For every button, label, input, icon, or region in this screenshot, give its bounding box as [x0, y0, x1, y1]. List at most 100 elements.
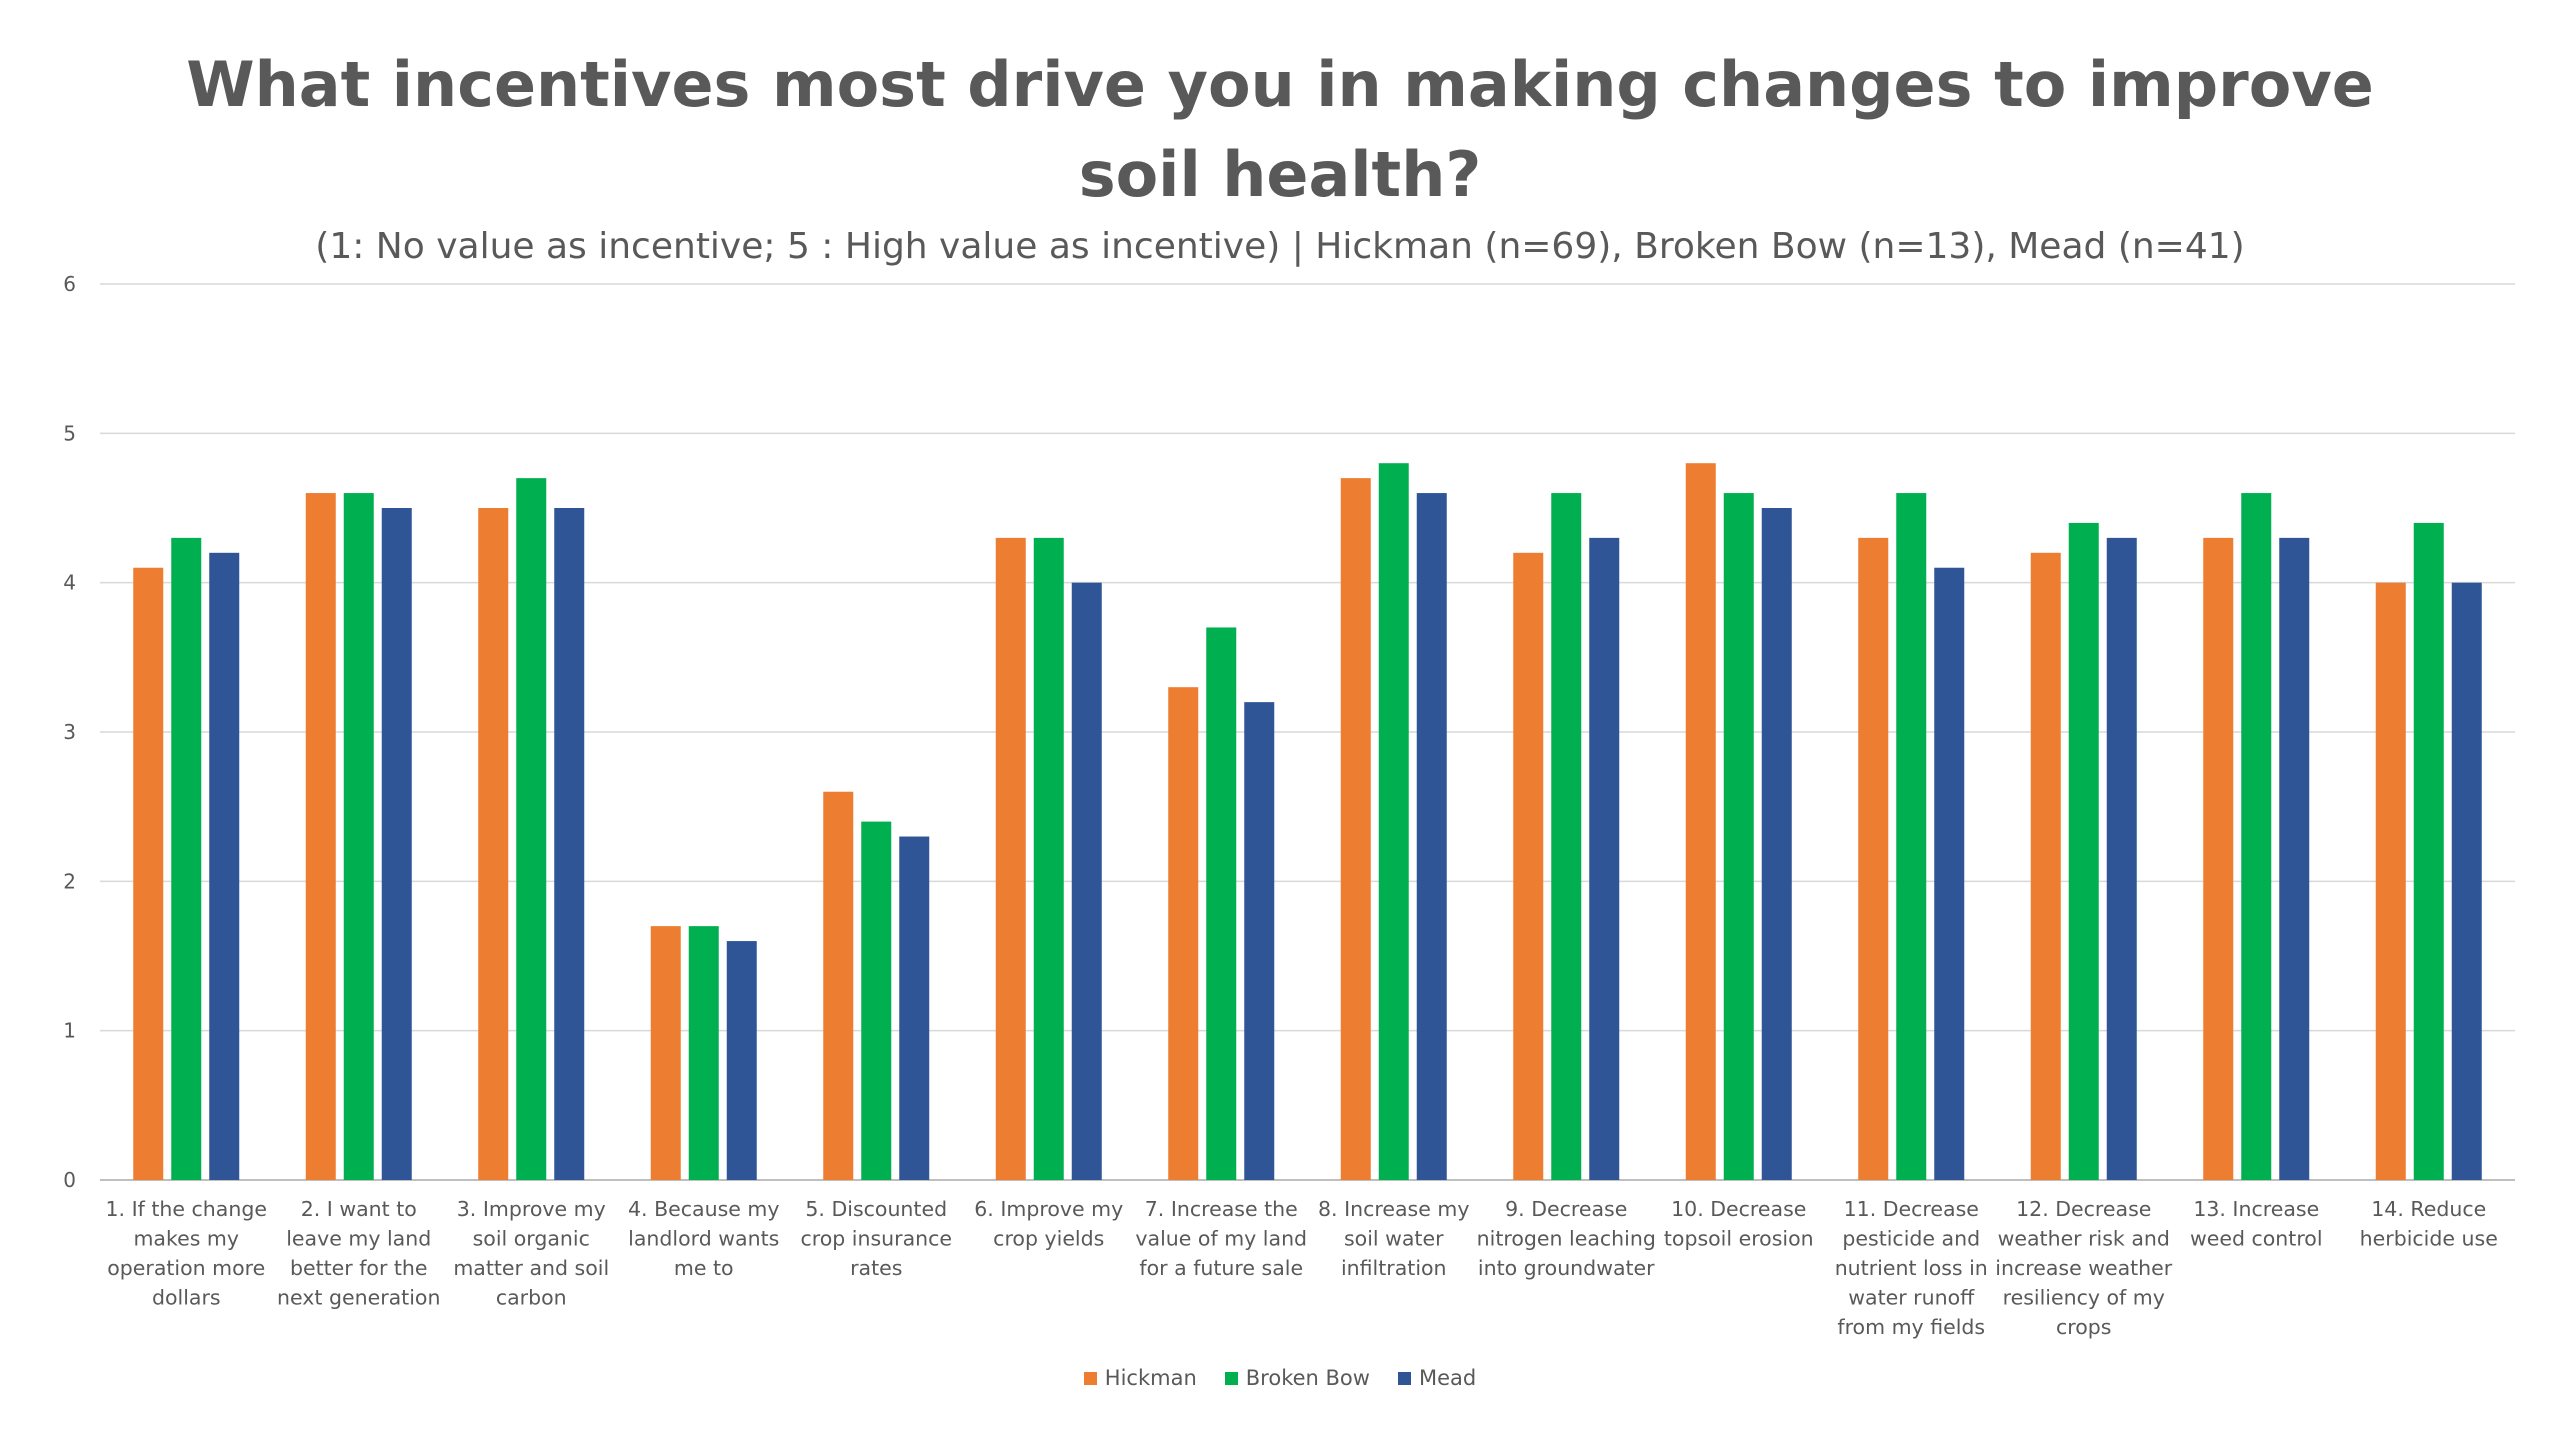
- bar-hickman: [305, 493, 336, 1181]
- bar-hickman: [1513, 552, 1544, 1180]
- x-category-label-line: crop insurance: [800, 1227, 952, 1251]
- bar-hickman: [1685, 463, 1716, 1180]
- y-tick-label: 5: [63, 421, 76, 445]
- x-category-label: 12. Decrease weather risk and increase wea…: [1995, 1197, 2173, 1339]
- chart-title-line-1: What incentives most drive you in making…: [186, 48, 2374, 121]
- legend-item-hickman: Hickman: [1083, 1366, 1197, 1390]
- bar-hickman: [650, 926, 681, 1180]
- x-category-label-line: matter and soil: [453, 1256, 609, 1280]
- x-category-label-line: 1. If the change: [106, 1197, 267, 1221]
- x-category-label-line: 6. Improve my: [974, 1197, 1123, 1221]
- x-category-label-line: 12. Decrease: [2016, 1197, 2151, 1221]
- x-category-label-line: topsoil erosion: [1664, 1227, 1814, 1251]
- bar-mead: [381, 508, 412, 1180]
- x-category-label: 2. I want to leave my land better for the n…: [277, 1197, 440, 1310]
- chart-legend: Hickman Broken Bow Mead: [0, 1366, 2560, 1390]
- x-category-label: 3. Improve my soil organic matter and soil…: [453, 1197, 609, 1310]
- x-category-label-line: crop yields: [993, 1227, 1104, 1251]
- bar-mead: [209, 552, 240, 1180]
- bar-mead: [1071, 582, 1102, 1180]
- y-tick-label: 0: [63, 1168, 76, 1192]
- bar-mead: [1761, 508, 1792, 1180]
- x-category-label-line: carbon: [496, 1286, 567, 1310]
- x-category-label-line: leave my land: [286, 1227, 431, 1251]
- x-category-label-line: nitrogen leaching: [1477, 1227, 1656, 1251]
- x-category-label-line: better for the: [290, 1256, 428, 1280]
- bar-broken-bow: [2413, 522, 2444, 1180]
- x-category-label-line: 9. Decrease: [1505, 1197, 1627, 1221]
- bar-mead: [1589, 537, 1620, 1180]
- x-category-label-line: 2. I want to: [301, 1197, 417, 1221]
- x-category-label-line: 8. Increase my: [1318, 1197, 1469, 1221]
- x-category-label-line: 14. Reduce: [2371, 1197, 2486, 1221]
- x-category-label-line: value of my land: [1135, 1227, 1307, 1251]
- bar-hickman: [995, 537, 1026, 1180]
- chart-title: What incentives most drive you in making…: [0, 40, 2560, 220]
- x-category-label-line: 13. Increase: [2193, 1197, 2319, 1221]
- x-category-label-line: from my fields: [1837, 1315, 1985, 1339]
- legend-swatch: [1397, 1371, 1411, 1385]
- bar-hickman: [478, 508, 509, 1180]
- x-category-label: 13. Increase weed control: [2190, 1197, 2323, 1251]
- x-category-label-line: soil organic: [473, 1227, 590, 1251]
- bar-broken-bow: [2068, 522, 2099, 1180]
- x-category-label-line: pesticide and: [1842, 1227, 1980, 1251]
- x-category-label-line: operation more: [107, 1256, 265, 1280]
- y-tick-label: 4: [63, 571, 76, 595]
- bar-mead: [899, 836, 930, 1180]
- x-category-label: 5. Discounted crop insurance rates: [800, 1197, 952, 1280]
- bar-hickman: [2375, 582, 2406, 1180]
- bar-hickman: [2030, 552, 2061, 1180]
- bar-mead: [554, 508, 585, 1180]
- x-category-label-line: 11. Decrease: [1844, 1197, 1979, 1221]
- x-category-label-line: weed control: [2190, 1227, 2323, 1251]
- bar-broken-bow: [1378, 463, 1409, 1180]
- x-category-label-line: nutrient loss in: [1835, 1256, 1988, 1280]
- x-category-label-line: 4. Because my: [628, 1197, 780, 1221]
- legend-item-broken-bow: Broken Bow: [1224, 1366, 1370, 1390]
- x-category-label-line: crops: [2056, 1315, 2111, 1339]
- x-category-label-line: increase weather: [1995, 1256, 2173, 1280]
- chart-title-line-2: soil health?: [1078, 138, 1482, 211]
- bar-mead: [1416, 493, 1447, 1181]
- legend-label: Broken Bow: [1245, 1366, 1370, 1390]
- bar-hickman: [1858, 537, 1889, 1180]
- x-category-label-line: soil water: [1344, 1227, 1444, 1251]
- legend-label: Hickman: [1104, 1366, 1197, 1390]
- x-category-label-line: landlord wants: [628, 1227, 779, 1251]
- legend-label: Mead: [1418, 1366, 1477, 1390]
- x-category-label-line: herbicide use: [2360, 1227, 2498, 1251]
- x-category-label-line: for a future sale: [1139, 1256, 1303, 1280]
- bar-broken-bow: [171, 537, 202, 1180]
- bar-broken-bow: [1206, 627, 1237, 1180]
- x-category-label: 1. If the change makes my operation more do…: [106, 1197, 267, 1310]
- x-category-label: 14. Reduce herbicide use: [2360, 1197, 2498, 1251]
- y-tick-label: 3: [63, 720, 76, 744]
- x-category-label-line: resiliency of my: [2003, 1286, 2165, 1310]
- bar-hickman: [133, 567, 164, 1180]
- x-category-label-line: rates: [850, 1256, 902, 1280]
- bar-mead: [1934, 567, 1965, 1180]
- y-tick-label: 2: [63, 869, 76, 893]
- chart-subtitle: (1: No value as incentive; 5 : High valu…: [315, 226, 2245, 267]
- bar-broken-bow: [1723, 493, 1754, 1181]
- bar-broken-bow: [1033, 537, 1064, 1180]
- bar-broken-bow: [2241, 493, 2272, 1181]
- bar-broken-bow: [1551, 493, 1582, 1181]
- x-category-label: 4. Because my landlord wants me to: [628, 1197, 780, 1280]
- x-category-label: 6. Improve my crop yields: [974, 1197, 1123, 1251]
- bar-broken-bow: [688, 926, 719, 1180]
- bar-broken-bow: [1896, 493, 1927, 1181]
- x-category-label: 8. Increase my soil water infiltration: [1318, 1197, 1469, 1280]
- legend-item-mead: Mead: [1397, 1366, 1477, 1390]
- legend-swatch: [1224, 1371, 1238, 1385]
- x-category-label-line: infiltration: [1341, 1256, 1447, 1280]
- x-category-label: 10. Decrease topsoil erosion: [1664, 1197, 1814, 1251]
- bar-mead: [2451, 582, 2482, 1180]
- bar-broken-bow: [516, 478, 547, 1181]
- x-category-label: 9. Decrease nitrogen leaching into groundw…: [1477, 1197, 1656, 1280]
- y-tick-label: 6: [63, 272, 76, 296]
- bar-hickman: [823, 791, 854, 1180]
- bar-broken-bow: [861, 821, 892, 1180]
